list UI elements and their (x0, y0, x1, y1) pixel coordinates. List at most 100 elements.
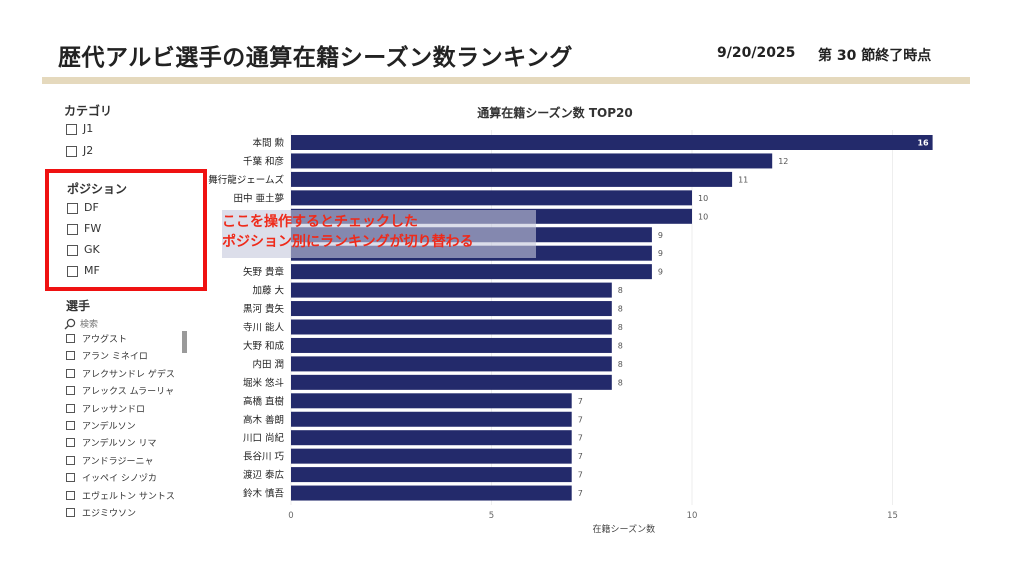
header-round: 第 30 節終了時点 (818, 48, 932, 64)
player-option[interactable]: アレクサンドレ ゲデス (66, 367, 175, 380)
position-option-df[interactable]: DF (67, 202, 99, 214)
category-option-j2[interactable]: J2 (66, 145, 93, 157)
data-label: 10 (698, 212, 708, 221)
player-option-label: アレッサンドロ (82, 404, 146, 415)
bar (291, 301, 612, 317)
player-list-scrollbar[interactable] (182, 331, 187, 353)
category-label: 寺川 能人 (243, 322, 285, 334)
position-option-label: GK (84, 243, 100, 256)
category-label: 渡辺 泰広 (243, 469, 284, 481)
checkbox-icon (66, 368, 75, 378)
player-option[interactable]: アンデルソン リマ (66, 436, 157, 449)
x-tick-label: 10 (687, 511, 698, 521)
position-slicer-title: ポジション (67, 182, 128, 196)
data-label: 10 (698, 194, 708, 203)
category-label: 高橋 直樹 (243, 395, 285, 407)
position-option-label: DF (84, 201, 99, 214)
bar (291, 171, 733, 187)
data-label: 7 (578, 489, 583, 498)
player-search-input[interactable]: 検索 (64, 316, 184, 331)
player-option[interactable]: アレッサンドロ (66, 402, 145, 415)
x-tick-label: 15 (887, 511, 898, 521)
x-tick-label: 5 (489, 511, 494, 521)
bar (291, 356, 612, 372)
annotation-box (222, 210, 536, 258)
player-option-label: アンデルソン リマ (82, 439, 157, 450)
data-label: 16 (917, 139, 929, 148)
player-option[interactable]: アンデルソン (66, 419, 136, 432)
player-option[interactable]: エヴェルトン サントス (66, 489, 175, 502)
category-label: 千葉 和彦 (243, 155, 284, 167)
data-label: 8 (618, 378, 623, 387)
category-label: 長谷川 巧 (243, 452, 285, 463)
category-label: 黒河 貴矢 (243, 303, 285, 315)
category-option-label: J2 (83, 144, 94, 157)
category-label: 本間 勲 (252, 137, 284, 149)
category-label: 川口 尚紀 (243, 432, 285, 444)
bar (291, 337, 612, 353)
bar (291, 264, 652, 280)
player-option[interactable]: アウグスト (66, 332, 127, 345)
checkbox-icon (66, 403, 75, 413)
data-label: 9 (658, 249, 663, 258)
position-option-fw[interactable]: FW (67, 223, 101, 235)
x-tick-label: 0 (288, 511, 293, 521)
chart-title: 通算在籍シーズン数 TOP20 (477, 106, 633, 120)
category-label: 内田 潤 (252, 358, 284, 370)
player-option[interactable]: エジミウソン (66, 506, 136, 519)
category-label: 矢野 貴章 (243, 266, 285, 278)
player-slicer-title: 選手 (66, 299, 91, 313)
checkbox-icon (67, 244, 78, 256)
bar (291, 319, 612, 335)
player-option-label: アレクサンドレ ゲデス (82, 369, 175, 380)
bar (291, 411, 572, 427)
player-option-label: イッペイ シノヅカ (82, 474, 157, 485)
player-option[interactable]: イッペイ シノヅカ (66, 471, 157, 484)
bar (291, 430, 572, 446)
data-label: 9 (658, 231, 663, 240)
player-option-label: アンドラジーニャ (82, 456, 154, 467)
search-icon (64, 318, 76, 329)
data-label: 8 (618, 305, 623, 314)
checkbox-icon (66, 473, 75, 483)
player-option-label: アラン ミネイロ (82, 352, 148, 363)
page-title: 歴代アルビ選手の通算在籍シーズン数ランキング (58, 45, 573, 71)
data-label: 7 (578, 415, 583, 424)
position-option-mf[interactable]: MF (67, 265, 100, 277)
player-option-label: エヴェルトン サントス (82, 491, 175, 502)
header-rule (42, 77, 970, 84)
checkbox-icon (66, 438, 75, 448)
position-option-gk[interactable]: GK (67, 244, 100, 256)
position-option-label: MF (84, 264, 100, 277)
category-label: 鈴木 慎吾 (243, 488, 285, 500)
category-label: 加藤 大 (252, 285, 284, 297)
checkbox-icon (66, 455, 75, 465)
bar (291, 448, 572, 464)
data-label: 12 (778, 157, 788, 166)
checkbox-icon (66, 351, 75, 361)
header-date: 9/20/2025 (717, 45, 796, 61)
checkbox-icon (66, 490, 75, 500)
player-option-label: アンデルソン (82, 422, 136, 432)
data-label: 7 (578, 397, 583, 406)
checkbox-icon (67, 223, 78, 235)
player-option-label: アウグスト (82, 335, 128, 345)
player-option-label: アレックス ムラーリャ (82, 387, 175, 398)
category-option-j1[interactable]: J1 (66, 123, 93, 135)
data-label: 8 (618, 360, 623, 369)
checkbox-icon (66, 508, 75, 517)
bar (291, 393, 572, 409)
checkbox-icon (67, 265, 78, 277)
bar (291, 190, 692, 206)
data-label: 9 (658, 268, 663, 277)
data-label: 7 (578, 452, 583, 461)
data-label: 8 (618, 341, 623, 350)
data-label: 7 (578, 471, 583, 480)
player-option[interactable]: アラン ミネイロ (66, 349, 148, 362)
checkbox-icon (66, 123, 77, 135)
checkbox-icon (67, 202, 78, 214)
player-option[interactable]: アンドラジーニャ (66, 454, 153, 467)
player-option[interactable]: アレックス ムラーリャ (66, 384, 174, 397)
bar (291, 282, 612, 298)
